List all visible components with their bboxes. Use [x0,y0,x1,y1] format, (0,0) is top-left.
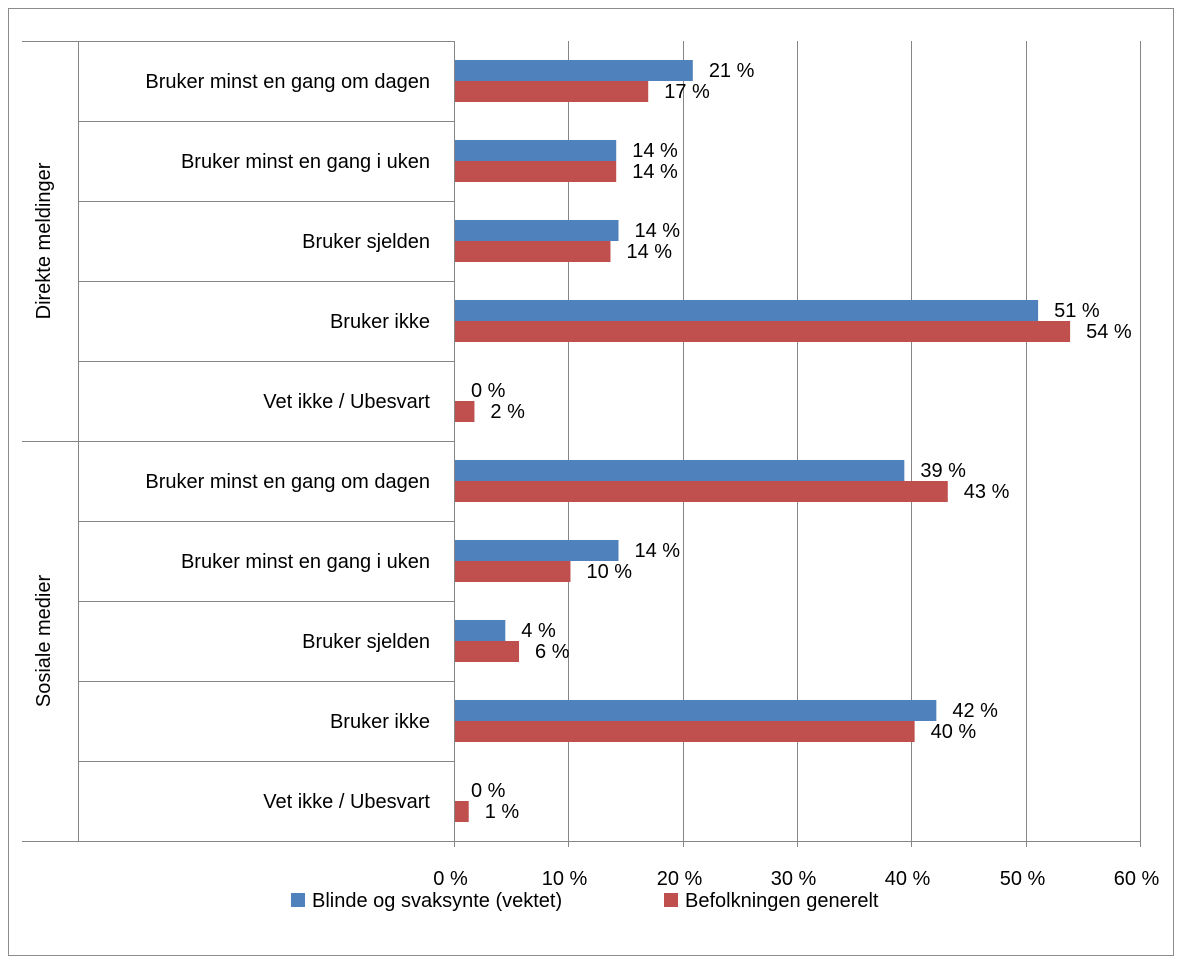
bar [455,481,948,502]
legend-label: Befolkningen generelt [685,890,879,912]
legend: Blinde og svaksynte (vektet) Befolkningen… [291,890,879,912]
data-label: 51 % [1054,300,1100,322]
bar [455,460,905,481]
category-label: Bruker minst en gang om dagen [145,471,430,493]
data-label: 14 % [626,241,672,263]
x-tick-label: 60 % [1114,868,1160,890]
legend-swatch [664,893,678,907]
data-label: 39 % [920,460,966,482]
data-label: 4 % [521,620,556,642]
data-label: 2 % [490,401,525,423]
bar [455,540,619,561]
data-labels: 21 %17 %14 %14 %14 %14 %51 %54 %0 %2 %39… [471,60,1132,823]
data-label: 42 % [952,700,998,722]
data-label: 54 % [1086,321,1132,343]
x-axis: 0 % 10 % 20 % 30 % 40 % 50 % 60 % [22,841,1160,890]
bars [455,60,1071,822]
bar [455,161,617,182]
bar [455,561,571,582]
category-label: Vet ikke / Ubesvart [263,791,430,813]
data-label: 40 % [931,721,977,743]
bar [455,220,619,241]
category-label: Bruker minst en gang i uken [181,551,430,573]
category-label: Bruker ikke [330,311,430,333]
category-label: Vet ikke / Ubesvart [263,391,430,413]
x-tick-label: 40 % [885,868,931,890]
bar [455,140,617,161]
data-label: 17 % [664,81,710,103]
category-label: Bruker ikke [330,711,430,733]
bar [455,641,520,662]
data-label: 14 % [632,140,678,162]
bar [455,81,649,102]
x-tick-label: 30 % [771,868,817,890]
group-label: Sosiale medier [33,575,55,708]
group-labels: Direkte meldinger Sosiale medier [33,162,55,707]
data-label: 1 % [485,801,520,823]
bar [455,620,506,641]
legend-swatch [291,893,305,907]
data-label: 14 % [632,161,678,183]
bar [455,801,469,822]
data-label: 0 % [471,380,506,402]
category-label: Bruker sjelden [302,231,430,253]
bar [455,321,1071,342]
x-tick-label: 50 % [1000,868,1046,890]
data-label: 21 % [709,60,755,82]
data-label: 43 % [964,481,1010,503]
bar [455,300,1039,321]
category-label: Bruker minst en gang om dagen [145,71,430,93]
data-label: 14 % [634,220,680,242]
x-tick-label: 0 % [433,868,468,890]
bar [455,401,475,422]
x-tick-label: 10 % [542,868,588,890]
data-label: 14 % [634,540,680,562]
category-label: Bruker minst en gang i uken [181,151,430,173]
group-label: Direkte meldinger [33,162,55,319]
bar [455,700,937,721]
bar [455,241,611,262]
data-label: 10 % [586,561,632,583]
category-label: Bruker sjelden [302,631,430,653]
bar [455,721,915,742]
bar [455,60,693,81]
data-label: 6 % [535,641,570,663]
data-label: 0 % [471,780,506,802]
legend-label: Blinde og svaksynte (vektet) [312,890,562,912]
category-labels: Bruker minst en gang om dagen Bruker mins… [145,71,430,813]
x-tick-label: 20 % [657,868,703,890]
